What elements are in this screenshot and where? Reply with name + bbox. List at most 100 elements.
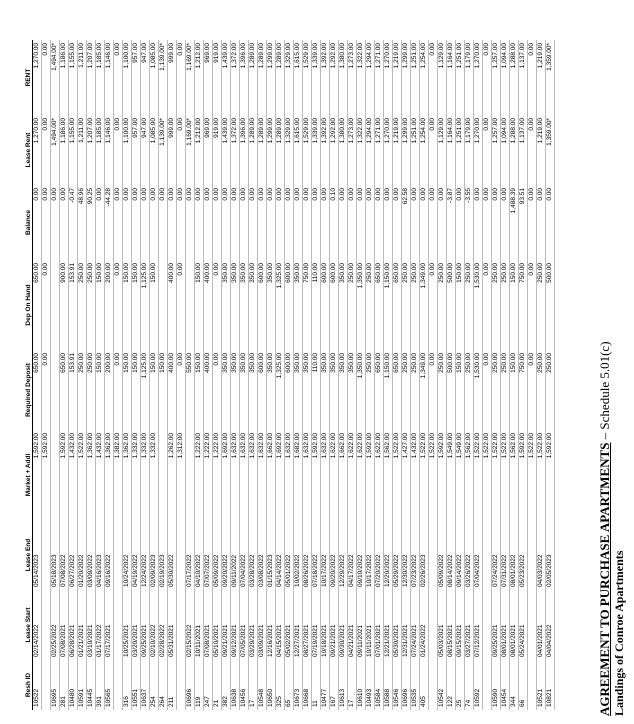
table-cell: 10480: [69, 688, 76, 707]
table-cell: 650.00: [393, 353, 400, 373]
table-cell: 25: [456, 699, 463, 707]
table-cell: 1,396.00: [240, 43, 247, 69]
table-cell: 1,270.00: [474, 118, 481, 144]
table-cell: 0.00: [177, 353, 184, 366]
table-cell: 919.00: [213, 43, 220, 63]
table-cell: 350.00: [339, 263, 346, 283]
table-cell: 08/27/2021: [303, 624, 310, 657]
table-cell: 1,322.00: [357, 43, 364, 69]
table-cell: 1,562.00: [384, 433, 391, 459]
table-cell: 250.00: [537, 263, 544, 283]
table-row: 10590 09/25/2021 07/24/2022 1,522.00 250.00 2…: [492, 40, 501, 710]
table-cell: 1,522.00: [483, 433, 490, 459]
table-cell: 1,273.00: [348, 43, 355, 69]
table-cell: 1,254.00: [420, 43, 427, 69]
table-cell: 12/29/2022: [339, 554, 346, 587]
table-cell: 1,271.00: [375, 118, 382, 144]
table-cell: 1,270.00: [474, 43, 481, 69]
footer-line: AGREEMENT TO PURCHASE APARTMENTS – Sched…: [597, 76, 612, 716]
table-cell: 05/23/2022: [519, 554, 526, 587]
table-cell: 07/08/2022: [60, 554, 67, 587]
table-cell: 1,522.00: [537, 433, 544, 459]
table-cell: 1,350.00: [357, 353, 364, 379]
table-row: 10695 02/25/2022 05/18/2023 0.00 1,494.00* 1,…: [51, 40, 60, 710]
table-cell: 0.00: [96, 188, 103, 201]
table-cell: 350.00: [267, 263, 274, 283]
table-row: 10521 04/01/2021 04/03/2022 1,522.00 250.00 2…: [537, 40, 546, 710]
table-cell: 1,392.00: [321, 43, 328, 69]
table-cell: 05/24/2021: [519, 624, 526, 657]
table-cell: 0.00: [42, 353, 49, 366]
table-cell: 1,349.00: [420, 263, 427, 289]
header-cell: Lease Rent: [25, 132, 32, 168]
table-cell: 65: [285, 699, 292, 707]
table-cell: [429, 660, 437, 710]
table-cell: 1,299.00: [402, 43, 409, 69]
table-cell: 74: [465, 699, 472, 707]
table-row: 10548 03/09/2021 03/08/2022 1,632.00 600.00 6…: [258, 40, 267, 710]
table-cell: 350.00: [240, 353, 247, 373]
table-cell: 0.00: [42, 188, 49, 201]
table-cell: 1,380.00: [339, 43, 346, 69]
table-cell: 1,164.00: [447, 43, 454, 69]
table-cell: 02/15/2022: [186, 624, 193, 657]
table-cell: 08/01/2021: [510, 624, 517, 657]
table-cell: 650.00: [375, 353, 382, 373]
table-cell: 1,622.00: [348, 433, 355, 459]
table-row: 10454 08/01/2021 07/31/2022 1,522.00 250.00 2…: [501, 40, 510, 710]
table-cell: 250.00: [501, 353, 508, 373]
table-cell: 947.00: [141, 118, 148, 138]
table-cell: 0.00: [528, 118, 535, 131]
table-cell: 1,212.00: [195, 43, 202, 69]
table-cell: 1,312.00: [177, 433, 184, 459]
table-cell: 250.00: [348, 263, 355, 283]
table-cell: 0.00: [249, 188, 256, 201]
table-cell: 1,169.00*: [186, 43, 193, 71]
table-cell: 0.00: [384, 188, 391, 201]
table-cell: 07/08/2021: [204, 624, 211, 657]
table-cell: 01/21/2021: [78, 624, 85, 657]
table-cell: [177, 590, 185, 660]
table-cell: 1,529.00: [303, 118, 310, 144]
table-cell: 110.00: [312, 263, 319, 283]
table-cell: 1,562.00: [465, 433, 472, 459]
table-cell: 1,179.00: [465, 118, 472, 144]
table-cell: 1,522.00: [501, 433, 508, 459]
table-cell: 150.00: [96, 353, 103, 373]
table-cell: 1,494.00*: [51, 118, 58, 146]
table-cell: 119: [195, 696, 202, 707]
table-cell: 1,339.00: [312, 43, 319, 69]
table-cell: 10477: [321, 688, 328, 707]
table-cell: [483, 520, 491, 590]
table-cell: 957.00: [132, 43, 139, 63]
table-cell: 1,325.00: [276, 263, 283, 289]
table-cell: 0.00: [114, 353, 121, 366]
table-row: 10637 09/25/2021 12/24/2022 1,332.00 1,125.0…: [141, 40, 150, 710]
table-row: 391 01/17/2022 04/16/2023 1,432.00 150.00 150…: [96, 40, 105, 710]
table-row: 405 01/24/2022 02/26/2023 1,522.00 1,349.00 1…: [420, 40, 429, 710]
table-cell: 1,257.00: [492, 43, 499, 69]
table-row: 10477 10/18/2021 10/17/2022 1,632.00 350.00 6…: [321, 40, 330, 710]
table-cell: 150.00: [159, 353, 166, 373]
table-cell: 07/01/2021: [375, 624, 382, 657]
table-cell: 03/29/2021: [249, 624, 256, 657]
table-row: 10522 02/14/2022 05/14/2023 1,592.00 650.00 6…: [33, 40, 42, 710]
table-row: 10445 03/10/2021 03/09/2022 1,362.00 250.00 2…: [87, 40, 96, 710]
table-cell: 02/10/2022: [150, 624, 157, 657]
table-cell: 10/17/2022: [321, 554, 328, 587]
table-row: 316 10/25/2021 10/24/2022 1,362.00 150.00 150…: [123, 40, 132, 710]
table-cell: 12/24/2022: [141, 554, 148, 587]
table-cell: 09/25/2021: [492, 624, 499, 657]
table-cell: 1,100.00: [123, 118, 130, 144]
table-cell: 08/15/2021: [447, 624, 454, 657]
table-cell: 1,289.00: [276, 118, 283, 144]
table-cell: 10590: [492, 688, 499, 707]
table-cell: 0.00: [483, 43, 490, 56]
table-cell: 0.00: [429, 188, 436, 201]
table-row: 25 09/15/2021 09/14/2022 1,549.00 150.00 150.…: [456, 40, 465, 710]
table-cell: 0.00: [411, 188, 418, 201]
table-cell: 1,632.00: [303, 433, 310, 459]
table-cell: 900.00: [60, 263, 67, 283]
table-cell: 1,251.00: [411, 118, 418, 144]
header-cell: Market + Addl: [25, 453, 32, 497]
